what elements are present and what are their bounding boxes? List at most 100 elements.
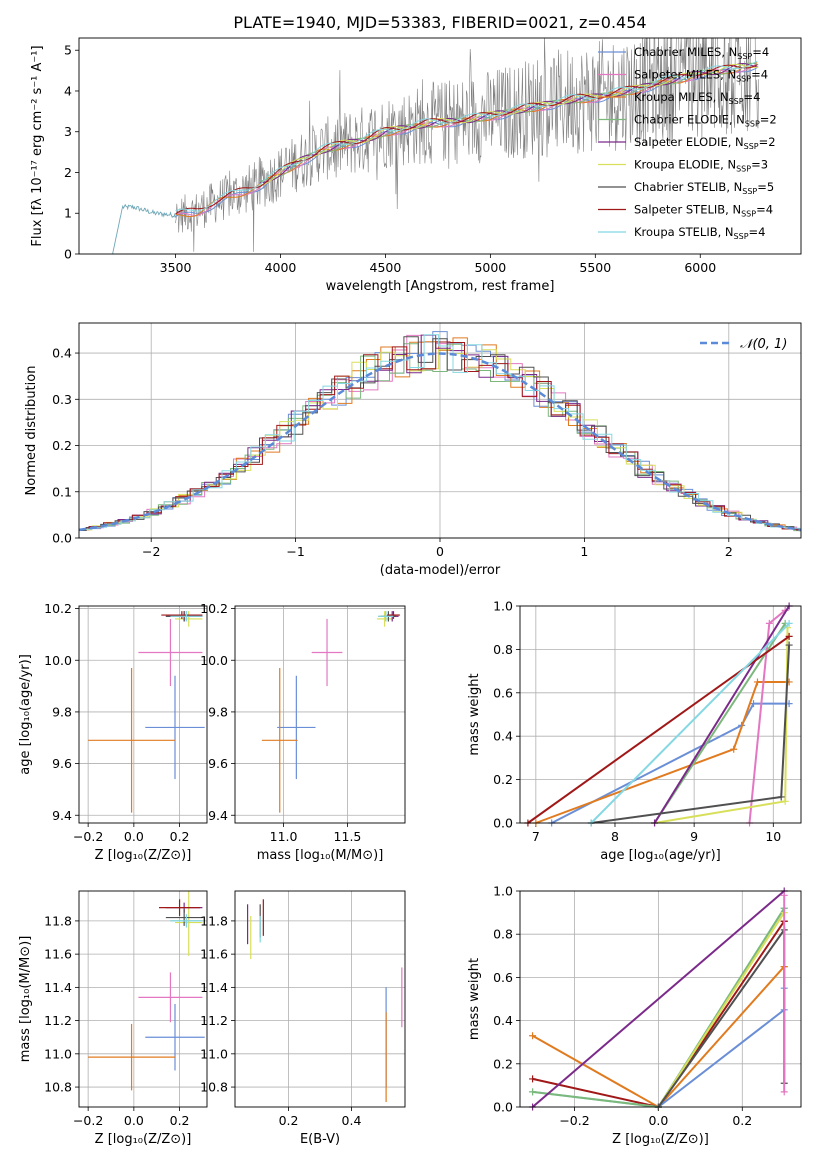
marker-chabrier_miles xyxy=(750,700,758,708)
marker-kroupa_elodie xyxy=(781,797,789,805)
x-tick-label: −1 xyxy=(286,544,304,559)
legend-label: Chabrier STELIB, NSSP=5 xyxy=(634,180,774,196)
mass_vs_Z-axes: −0.2 0.0 0.2 10.8 11.0 11.2 11.4 11.6 11.8 xyxy=(44,891,207,1128)
y-tick-label: 9.6 xyxy=(52,756,72,771)
y-tick-label: 0.1 xyxy=(52,484,72,499)
y-tick-label: 2 xyxy=(64,165,72,180)
y-tick-label: 0.0 xyxy=(493,816,513,831)
figure-title: PLATE=1940, MJD=53383, FIBERID=0021, z=0… xyxy=(233,13,646,32)
model-salpeter_stelib xyxy=(175,64,758,215)
y-tick-label: 0.2 xyxy=(493,1056,513,1071)
y-tick-label: 0.3 xyxy=(52,392,72,407)
y-tick-label: 0.4 xyxy=(493,1013,513,1028)
marker-chabrier_stelib xyxy=(777,793,785,801)
y-tick-label: 1.0 xyxy=(493,599,513,614)
y-tick-label: 11.6 xyxy=(44,947,72,962)
y-tick-label: 4 xyxy=(64,83,72,98)
legend-label: Kroupa STELIB, NSSP=4 xyxy=(634,225,765,241)
blue-end-model xyxy=(112,203,176,254)
spectrum-axes: 3500 4000 4500 5000 5500 6000 0 1 2 3 4 5 xyxy=(64,43,716,275)
y-tick-label: 1.0 xyxy=(493,884,513,899)
x-tick-label: −0.2 xyxy=(73,1113,103,1128)
y-tick-label: 10.2 xyxy=(200,601,228,616)
y-tick-label: 11.8 xyxy=(200,913,228,928)
x-tick-label: 1 xyxy=(580,544,588,559)
x-tick-label: 11.0 xyxy=(270,829,298,844)
y-tick-label: 0.6 xyxy=(493,685,513,700)
y-tick-label: 0.2 xyxy=(493,772,513,787)
residuals-frame xyxy=(78,322,802,539)
mass_vs_Z-frame xyxy=(78,890,208,1108)
x-tick-label: 0.4 xyxy=(342,1113,362,1128)
weight_vs_Z-frame xyxy=(519,890,802,1108)
y-tick-label: 0 xyxy=(64,247,72,262)
spectrum-xlabel: wavelength [Angstrom, rest frame] xyxy=(326,279,555,294)
legend-label: Kroupa ELODIE, NSSP=3 xyxy=(634,158,768,174)
y-tick-label: 10.8 xyxy=(200,1080,228,1095)
x-tick-label: −0.2 xyxy=(73,829,103,844)
age_vs_Z-xlabel: Z [log₁₀(Z/Z⊙)] xyxy=(95,848,192,863)
y-tick-label: 0.8 xyxy=(493,927,513,942)
x-tick-label: 4500 xyxy=(370,260,402,275)
x-tick-label: 8 xyxy=(611,829,619,844)
y-tick-label: 9.8 xyxy=(52,704,72,719)
mass_vs_Z-xlabel: Z [log₁₀(Z/Z⊙)] xyxy=(95,1132,192,1147)
y-tick-label: 0.0 xyxy=(52,531,72,546)
normal-curve xyxy=(79,352,801,532)
spectrum-ylabel: Flux [fλ 10⁻¹⁷ erg cm⁻² s⁻¹ A⁻¹] xyxy=(30,45,45,246)
y-tick-label: 11.8 xyxy=(44,913,72,928)
x-tick-label: 10 xyxy=(765,829,781,844)
mass_vs_Z-points xyxy=(88,891,205,1091)
series-chabrier_stelib xyxy=(657,926,786,1108)
spectrum-legend: Chabrier MILES, NSSP=4 Salpeter MILES, NS… xyxy=(598,45,777,241)
mass_vs_ebv-points xyxy=(246,899,403,1103)
y-tick-label: 9.6 xyxy=(208,756,228,771)
y-tick-label: 9.4 xyxy=(208,808,228,823)
series-kroupa_stelib xyxy=(590,622,790,824)
marker-kroupa_stelib xyxy=(785,619,793,627)
y-tick-label: 1 xyxy=(64,206,72,221)
age_vs_Z-axes: −0.2 0.0 0.2 9.4 9.6 9.8 10.0 10.2 xyxy=(44,601,207,844)
histogram-chabrier_stelib xyxy=(79,336,801,531)
x-tick-label: 9 xyxy=(690,829,698,844)
y-tick-label: 3 xyxy=(64,124,72,139)
marker-salpeter_miles xyxy=(765,619,773,627)
weight_vs_age-xlabel: age [log₁₀(age/yr)] xyxy=(600,848,721,863)
marker-kroupa_miles xyxy=(730,745,738,753)
spectrum-frame xyxy=(78,37,802,255)
mass_vs_ebv-axes: 0.2 0.4 10.8 11.0 11.2 11.4 11.6 11.8 xyxy=(200,891,405,1128)
y-tick-label: 0.4 xyxy=(493,729,513,744)
series-salpeter_elodie xyxy=(653,605,790,824)
series-kroupa_miles xyxy=(535,681,790,824)
y-tick-label: 10.2 xyxy=(44,601,72,616)
x-tick-label: −2 xyxy=(142,544,160,559)
x-tick-label: 0.2 xyxy=(279,1113,299,1128)
x-tick-label: 6000 xyxy=(684,260,716,275)
series-chabrier_miles xyxy=(551,702,790,824)
y-tick-label: 11.0 xyxy=(200,1046,228,1061)
x-tick-label: −0.2 xyxy=(559,1113,589,1128)
series-salpeter_stelib xyxy=(527,635,790,824)
mass_vs_Z-ylabel: mass [log₁₀(M/M⊙)] xyxy=(18,936,33,1063)
legend-label: Salpeter ELODIE, NSSP=2 xyxy=(634,135,776,151)
marker-salpeter_stelib xyxy=(529,1075,537,1083)
residuals-axes: −2 −1 0 1 2 0.0 0.1 0.2 0.3 0.4 xyxy=(52,323,801,559)
x-tick-label: 4000 xyxy=(265,260,297,275)
y-tick-label: 11.6 xyxy=(200,947,228,962)
model-kroupa_elodie xyxy=(259,63,759,186)
mass_vs_ebv-frame xyxy=(234,890,406,1108)
marker-kroupa_miles xyxy=(753,678,761,686)
x-tick-label: 0.2 xyxy=(732,1113,752,1128)
y-tick-label: 9.4 xyxy=(52,808,72,823)
series-chabrier_stelib xyxy=(591,645,791,824)
y-tick-label: 0.6 xyxy=(493,970,513,985)
series-kroupa_elodie xyxy=(657,912,786,1108)
x-tick-label: 0.0 xyxy=(124,829,144,844)
legend-label: Kroupa MILES, NSSP=4 xyxy=(634,90,760,106)
x-tick-label: 2 xyxy=(725,544,733,559)
weight_vs_Z-ylabel: mass weight xyxy=(467,958,482,1040)
y-tick-label: 10.0 xyxy=(200,653,228,668)
weight_vs_age-ylabel: mass weight xyxy=(467,673,482,755)
y-tick-label: 11.4 xyxy=(44,980,72,995)
y-tick-label: 10.0 xyxy=(44,653,72,668)
